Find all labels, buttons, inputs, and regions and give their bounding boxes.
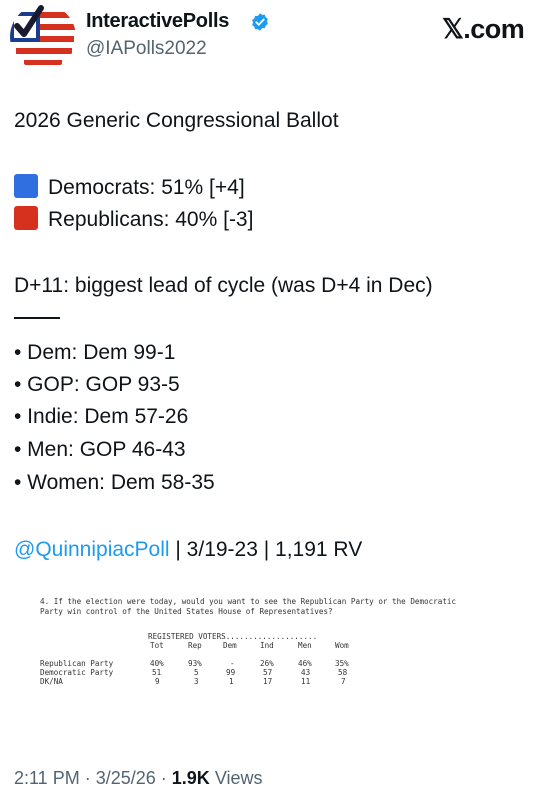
post-meta: 2:11 PM · 3/25/26 · 1.9K Views [14,768,263,789]
poll-cell: 43 [301,668,311,677]
poll-column-header: Men [298,641,312,650]
poll-column-header: Wom [335,641,349,650]
bullet-item: • Women: Dem 58-35 [14,471,215,494]
verified-badge-icon [252,13,268,31]
poll-row-label: Republican Party [40,659,114,668]
bullet-item: • Dem: Dem 99-1 [14,341,176,364]
red-square-icon [14,206,38,230]
poll-question-line: 4. If the election were today, would you… [40,597,457,606]
poll-cell: 46% [298,659,312,668]
post-date[interactable]: 3/25/26 [95,768,156,788]
post-title: 2026 Generic Congressional Ballot [14,109,339,132]
poll-group-header: REGISTERED VOTERS.................... [148,632,318,641]
poll-question-line: Party win control of the United States H… [40,607,333,616]
x-brand-logo: 𝕏.com [442,14,525,44]
poll-cell: 1 [229,677,234,686]
poll-cell: 5 [194,668,199,677]
flag-checkmark-logo [10,4,76,70]
lead-line: D+11: biggest lead of cycle (was D+4 in … [14,274,433,297]
poll-question: 4. If the election were today, would you… [40,597,456,617]
poll-column-header: Tot [150,641,164,650]
blue-square-icon [14,174,38,198]
display-name[interactable]: InteractivePolls [86,10,230,32]
dem-result-line: Democrats: 51% [+4] [14,174,245,200]
meta-separator: · [155,768,172,788]
rep-result-text: Republicans: 40% [-3] [48,208,254,231]
poll-column-header: Rep [188,641,202,650]
dem-result-text: Democrats: 51% [+4] [48,176,245,199]
poll-cell: 11 [301,677,311,686]
source-line: @QuinnipiacPoll | 3/19-23 | 1,191 RV [14,538,362,562]
poll-cell: 17 [263,677,273,686]
user-handle[interactable]: @IAPolls2022 [86,38,207,59]
poll-cell: 40% [150,659,164,668]
bullet-item: • Indie: Dem 57-26 [14,405,189,428]
poll-cell: 99 [226,668,236,677]
poll-cell: 93% [188,659,202,668]
poll-cell: - [230,659,235,668]
rep-result-line: Republicans: 40% [-3] [14,206,253,232]
separator-rule [14,317,60,319]
bullet-item: • GOP: GOP 93-5 [14,373,180,396]
meta-separator: · [79,768,96,788]
mention-link[interactable]: @QuinnipiacPoll [14,538,170,561]
poll-row-label: Democratic Party [40,668,114,677]
views-label: Views [214,768,263,788]
source-details: | 3/19-23 | 1,191 RV [169,538,363,561]
poll-column-header: Ind [260,641,274,650]
views-count[interactable]: 1.9K [171,768,210,788]
post-time[interactable]: 2:11 PM [14,768,80,788]
poll-cell: 51 [152,668,162,677]
poll-cell: 9 [155,677,160,686]
poll-row-label: DK/NA [40,677,63,686]
poll-cell: 7 [341,677,346,686]
poll-cell: 35% [335,659,349,668]
bullet-item: • Men: GOP 46-43 [14,438,186,461]
poll-cell: 58 [338,668,348,677]
poll-column-header: Dem [223,641,237,650]
poll-cell: 57 [263,668,273,677]
poll-cell: 26% [260,659,274,668]
avatar[interactable] [10,4,76,70]
poll-table-image[interactable]: 4. If the election were today, would you… [40,597,540,697]
poll-cell: 3 [194,677,199,686]
